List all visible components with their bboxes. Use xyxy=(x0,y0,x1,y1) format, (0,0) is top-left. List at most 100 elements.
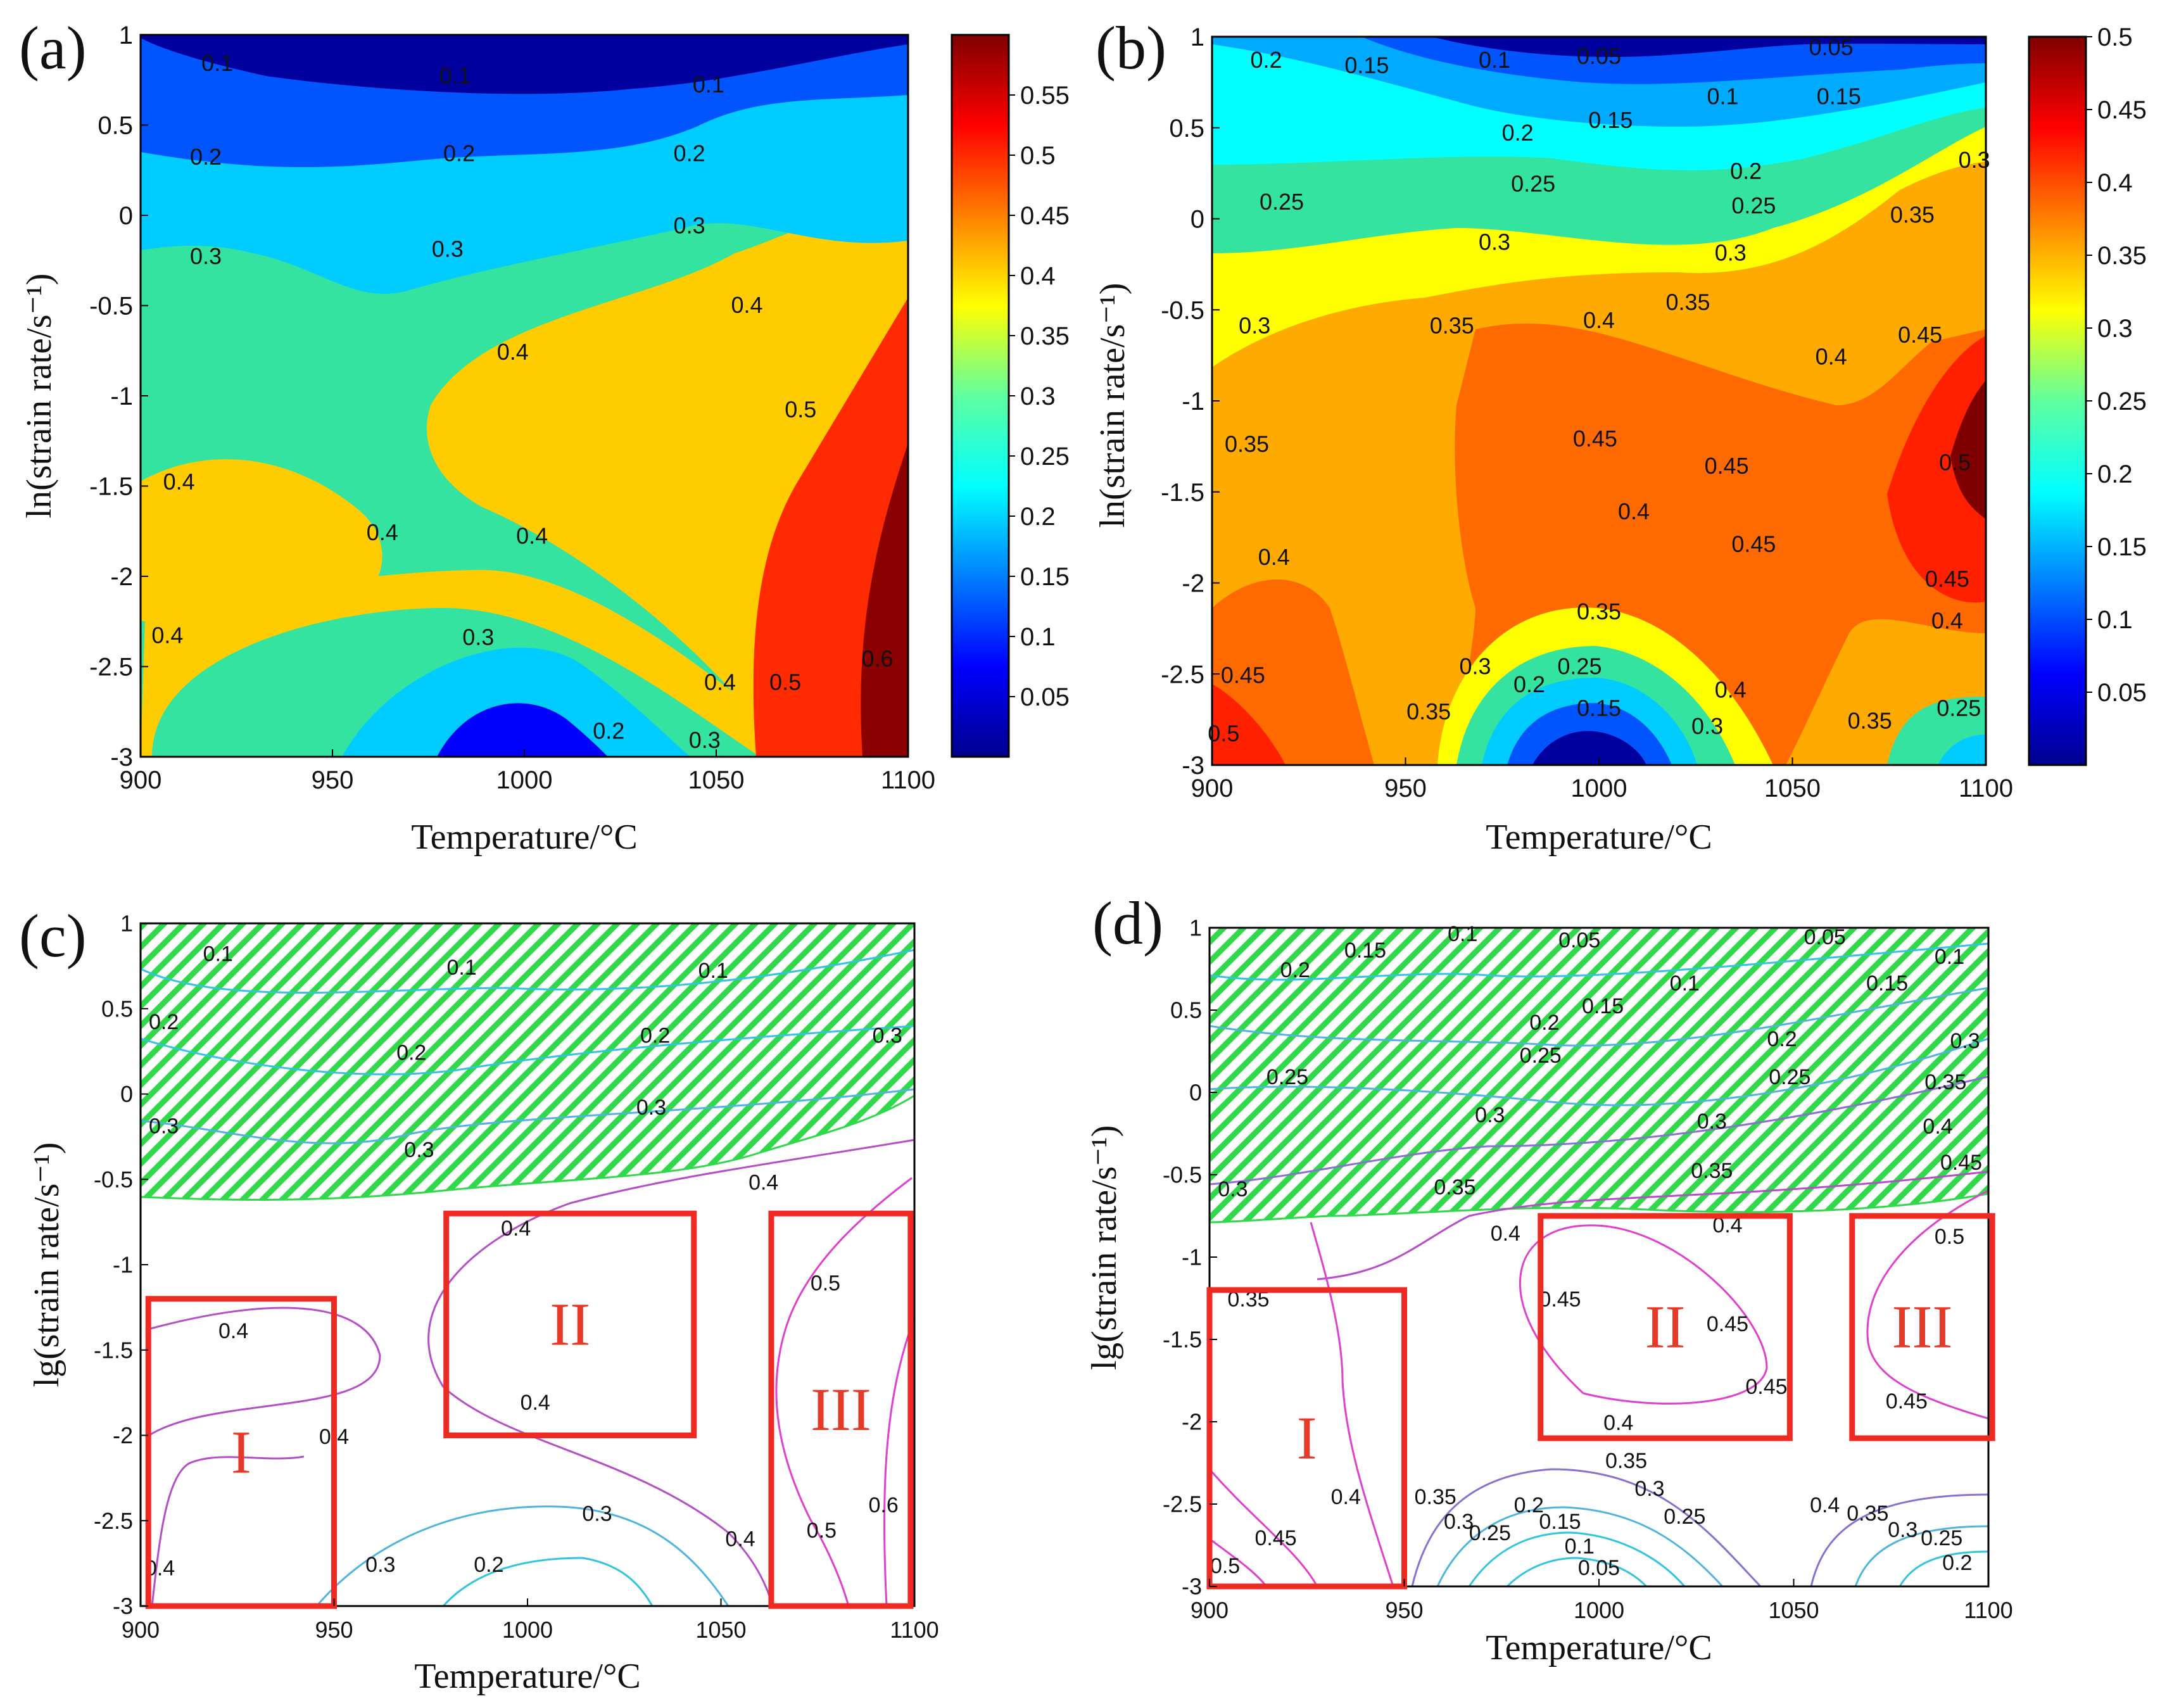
contour-label: 0.15 xyxy=(1344,939,1386,963)
y-tick-label: -2 xyxy=(110,563,133,591)
colorbar-tick-label: 0.15 xyxy=(1020,563,1070,591)
contour-label: 0.3 xyxy=(873,1024,902,1048)
contour-label: 0.4 xyxy=(218,1319,248,1343)
y-tick-label: 0.5 xyxy=(101,996,133,1022)
contour-label: 0.4 xyxy=(1810,1493,1840,1517)
contour-label: 0.6 xyxy=(861,646,893,672)
panel-a-x-ticks: 900 950 1000 1050 1100 xyxy=(120,749,935,794)
panel-c-x-label: Temperature/°C xyxy=(414,1657,640,1696)
contour-label: 0.3 xyxy=(149,1114,179,1138)
contour-label: 0.4 xyxy=(151,622,183,648)
contour-label: 0.2 xyxy=(1529,1011,1559,1035)
contour-label: 0.3 xyxy=(1218,1177,1248,1201)
contour-label: 0.4 xyxy=(1331,1485,1361,1509)
panel-b-contour-labels: 0.2 0.15 0.1 0.05 0.05 0.1 0.15 0.15 0.2 0.2 0.25 0… xyxy=(1208,34,1990,747)
panel-d: (d) 0.2 xyxy=(1085,889,2013,1667)
contour-label: 0.2 xyxy=(1280,958,1310,982)
y-tick-label: -0.5 xyxy=(94,1167,133,1192)
contour-label: 0.1 xyxy=(698,959,728,983)
panel-c-letter: (c) xyxy=(19,902,87,970)
contour-label: 0.3 xyxy=(674,213,705,239)
contour-label: 0.4 xyxy=(521,1391,550,1415)
contour-label: 0.35 xyxy=(1577,598,1621,624)
x-tick-label: 1050 xyxy=(695,1617,746,1643)
contour-label: 0.25 xyxy=(1936,695,1981,721)
x-tick-label: 1000 xyxy=(502,1617,553,1643)
y-tick-label: -3 xyxy=(113,1593,133,1619)
y-tick-label: 1 xyxy=(1189,915,1202,941)
contour-label: 0.3 xyxy=(432,236,464,262)
contour-label: 0.45 xyxy=(1254,1526,1296,1550)
x-tick-label: 900 xyxy=(1191,775,1234,802)
panel-a-contour-fill xyxy=(141,35,908,757)
y-tick-label: -2.5 xyxy=(94,1508,133,1534)
contour-label: 0.45 xyxy=(1925,566,1969,591)
colorbar-tick-label: 0.2 xyxy=(1020,503,1056,531)
colorbar-tick-label: 0.5 xyxy=(2097,23,2133,51)
x-tick-label: 1100 xyxy=(1959,775,2013,802)
contour-label: 0.5 xyxy=(1210,1554,1240,1578)
colorbar-tick-label: 0.5 xyxy=(1020,142,1056,170)
y-tick-label: -1.5 xyxy=(89,473,133,501)
contour-label: 0.35 xyxy=(1847,1502,1888,1526)
contour-label: 0.4 xyxy=(1258,544,1290,570)
y-tick-label: -2 xyxy=(1182,570,1204,598)
contour-label: 0.25 xyxy=(1469,1521,1511,1545)
x-tick-label: 950 xyxy=(1384,775,1427,802)
contour-label: 0.3 xyxy=(1950,1029,1980,1053)
y-tick-label: -0.5 xyxy=(1163,1162,1202,1188)
contour-label: 0.25 xyxy=(1921,1526,1962,1550)
y-tick-label: 0.5 xyxy=(1169,115,1204,142)
contour-label: 0.2 xyxy=(1514,1493,1544,1517)
colorbar-tick-label: 0.25 xyxy=(1020,443,1070,471)
colorbar-tick-label: 0.1 xyxy=(2097,606,2133,634)
contour-label: 0.4 xyxy=(1618,498,1650,524)
contour-label: 0.45 xyxy=(1731,531,1776,557)
contour-label: 0.3 xyxy=(582,1502,612,1526)
x-tick-label: 950 xyxy=(312,766,354,794)
colorbar-tick-label: 0.3 xyxy=(1020,383,1056,410)
contour-label: 0.3 xyxy=(1888,1518,1917,1542)
x-tick-label: 1100 xyxy=(881,766,935,794)
contour-label: 0.15 xyxy=(1817,83,1861,109)
contour-label: 0.3 xyxy=(689,727,721,753)
contour-label: 0.05 xyxy=(1578,1556,1620,1580)
x-tick-label: 1100 xyxy=(1964,1597,2012,1623)
y-tick-label: -0.5 xyxy=(89,293,133,320)
y-tick-label: -2.5 xyxy=(1161,661,1204,688)
panel-a-colorbar xyxy=(951,34,1010,758)
y-tick-label: 0.5 xyxy=(98,112,133,140)
contour-label: 0.15 xyxy=(1588,107,1633,133)
region-label: III xyxy=(811,1376,871,1443)
contour-label: 0.25 xyxy=(1731,193,1776,218)
panel-b: (b) 0.2 0.15 0.1 0.05 0.050.1 0. xyxy=(1093,14,2147,857)
colorbar-tick-label: 0.3 xyxy=(2097,315,2133,343)
contour-label: 0.4 xyxy=(1491,1222,1520,1246)
contour-label: 0.3 xyxy=(636,1096,666,1120)
contour-label: 0.4 xyxy=(1715,677,1747,703)
region-label: I xyxy=(1297,1404,1317,1472)
contour-label: 0.35 xyxy=(1924,1070,1966,1094)
contour-label: 0.2 xyxy=(149,1010,179,1034)
contour-label: 0.5 xyxy=(1939,449,1971,475)
contour-label: 0.35 xyxy=(1415,1485,1456,1509)
contour-label: 0.3 xyxy=(1697,1110,1727,1134)
contour-label: 0.3 xyxy=(365,1553,395,1577)
y-tick-label: -2.5 xyxy=(1163,1491,1202,1517)
x-tick-label: 900 xyxy=(1191,1597,1229,1623)
contour-label: 0.45 xyxy=(1573,426,1617,452)
panel-d-x-ticks: 900 950 1000 1050 1100 xyxy=(1191,1579,2013,1623)
panel-a-contour-labels: 0.1 0.1 0.1 0.2 0.2 0.2 0.3 0.3 0.3 0.4 0.4 0.5 0.4 0… xyxy=(151,50,893,753)
contour-label: 0.2 xyxy=(1942,1551,1972,1575)
region-label: II xyxy=(550,1290,590,1358)
y-tick-label: -1 xyxy=(110,383,133,410)
contour-label: 0.15 xyxy=(1582,994,1624,1018)
contour-label: 0.45 xyxy=(1745,1375,1787,1399)
contour-label: 0.1 xyxy=(203,942,233,966)
region-label: I xyxy=(231,1418,251,1486)
contour-label: 0.1 xyxy=(1707,83,1738,109)
panel-d-x-label: Temperature/°C xyxy=(1486,1628,1712,1667)
contour-label: 0.45 xyxy=(1898,322,1942,348)
region-box-i xyxy=(145,1296,337,1609)
